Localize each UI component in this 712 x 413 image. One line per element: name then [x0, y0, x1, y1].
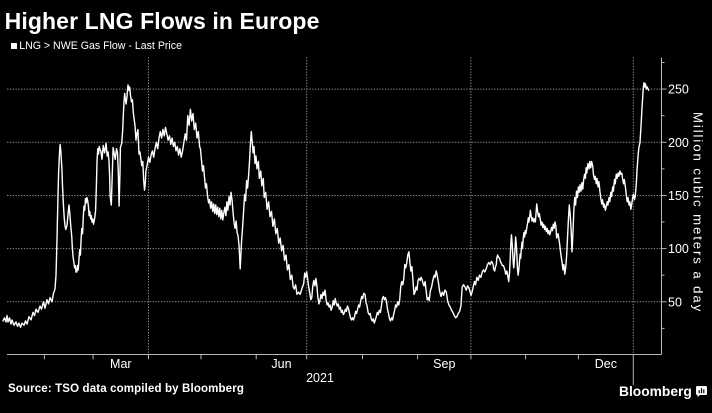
svg-text:Dec: Dec — [595, 357, 617, 371]
svg-text:250: 250 — [668, 83, 689, 97]
svg-text:100: 100 — [668, 242, 689, 256]
svg-text:Sep: Sep — [433, 357, 455, 371]
svg-text:Mar: Mar — [110, 357, 132, 371]
svg-text:Jun: Jun — [271, 357, 291, 371]
svg-text:150: 150 — [668, 189, 689, 203]
svg-text:50: 50 — [668, 295, 682, 309]
svg-text:200: 200 — [668, 136, 689, 150]
